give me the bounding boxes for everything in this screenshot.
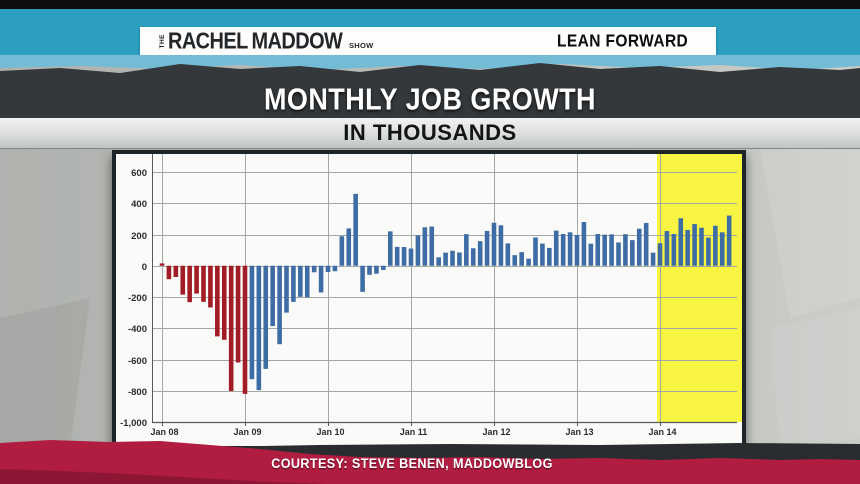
svg-text:-800: -800 (128, 387, 147, 398)
page-title: MONTHLY JOB GROWTH (263, 82, 597, 117)
svg-text:-400: -400 (128, 324, 147, 335)
svg-text:200: 200 (131, 231, 147, 242)
page-subtitle: IN THOUSANDS (0, 118, 860, 149)
svg-text:-600: -600 (128, 356, 147, 367)
svg-text:Jan 11: Jan 11 (400, 427, 428, 437)
logo-rachel: RACHEL (167, 28, 248, 54)
lean-forward-wordmark: LEAN FORWARD (556, 31, 688, 51)
logo-maddow: MADDOW (251, 28, 342, 54)
torn-paper-edge-bottom (0, 440, 860, 484)
svg-text:-1,000: -1,000 (120, 418, 147, 429)
svg-text:400: 400 (131, 199, 147, 210)
courtesy-banner: COURTESY: STEVE BENEN, MADDOWBLOG (271, 455, 553, 472)
svg-text:Jan 14: Jan 14 (648, 427, 676, 437)
logo-main-label: RACHEL MADDOW (167, 28, 343, 55)
rachel-maddow-show-logo: THE RACHEL MADDOW SHOW (159, 28, 374, 55)
svg-text:Jan 13: Jan 13 (565, 427, 593, 437)
svg-text:0: 0 (142, 262, 147, 273)
jobs-chart-panel: 600 400 200 0 -200 -400 -600 -800 -1,000 Jan 08 Ja… (112, 150, 746, 450)
torn-paper-edge-top (0, 55, 860, 89)
top-black-strip (0, 0, 860, 9)
logo-show-label: SHOW (348, 40, 374, 50)
svg-text:600: 600 (131, 168, 147, 179)
logo-the-label: THE (159, 34, 166, 49)
svg-text:Jan 12: Jan 12 (482, 427, 510, 437)
headline-band (0, 88, 860, 118)
svg-text:Jan 08: Jan 08 (150, 427, 178, 437)
svg-text:Jan 09: Jan 09 (233, 427, 261, 437)
svg-text:-200: -200 (128, 293, 147, 304)
svg-text:Jan 10: Jan 10 (316, 427, 344, 437)
network-bar: THE RACHEL MADDOW SHOW LEAN FORWARD (140, 27, 716, 56)
